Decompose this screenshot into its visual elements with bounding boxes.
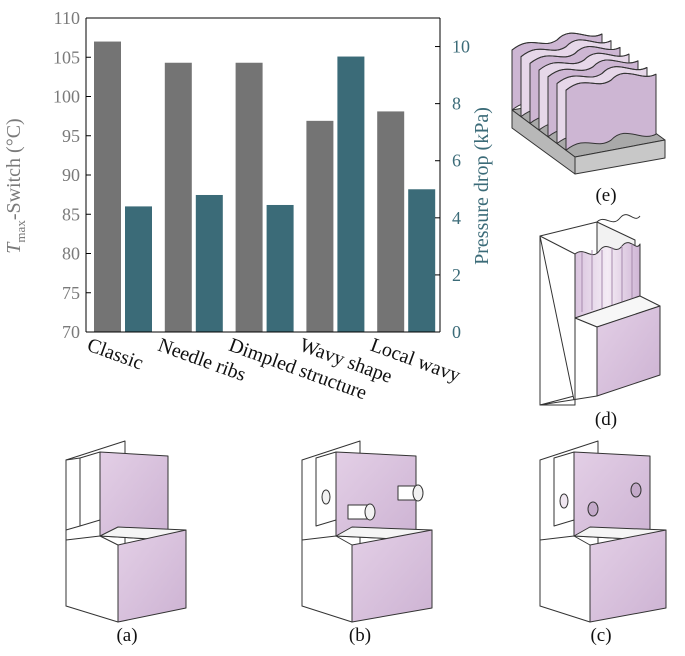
left-axis-title-main: T (3, 241, 25, 254)
bar-right-4 (408, 189, 436, 332)
right-tick-label-4: 8 (452, 94, 461, 114)
bar-left-3 (306, 120, 334, 333)
panel-label-b: (b) (349, 625, 371, 646)
bar-right-2 (266, 204, 294, 332)
bar-left-1 (164, 62, 192, 333)
wavy-fin-top-0 (511, 32, 603, 51)
bar-left-0 (94, 41, 121, 333)
illustration-c (539, 440, 667, 623)
panel-label-c: (c) (590, 625, 611, 646)
left-axis-title: Tmax-Switch (°C) (3, 118, 28, 253)
right-axis: 0 2 4 6 8 10 (435, 18, 470, 342)
left-axis-title-sub: max (13, 220, 28, 243)
bar-right-1 (195, 194, 223, 332)
right-tick-label-3: 6 (452, 151, 461, 171)
left-tick-label-6: 100 (53, 87, 80, 107)
panel-label-e: (e) (595, 185, 616, 206)
wavy-fin-top-4 (547, 59, 639, 78)
right-tick-label-5: 10 (452, 37, 470, 57)
right-axis-title: Pressure drop (kPa) (471, 107, 493, 265)
wavy-fin-top-2 (529, 46, 621, 64)
panel-label-a: (a) (116, 625, 137, 646)
left-axis: 70 75 80 85 90 95 100 105 110 (53, 8, 440, 342)
right-tick-label-1: 2 (452, 265, 461, 285)
panel-label-d: (d) (595, 409, 617, 430)
bar-left-2 (235, 62, 263, 333)
right-tick-label-0: 0 (452, 322, 461, 342)
left-axis-title-rest: -Switch (°C) (3, 118, 25, 220)
illustration-a (65, 440, 187, 623)
bar-chart: 70 75 80 85 90 95 100 105 110 0 2 4 6 8 10 Classic Nee… (3, 8, 493, 404)
left-tick-label-5: 95 (62, 126, 80, 146)
illustration-d (539, 214, 661, 406)
left-tick-label-3: 85 (62, 204, 80, 224)
left-tick-label-1: 75 (62, 283, 80, 303)
left-tick-label-7: 105 (53, 47, 80, 67)
left-tick-label-8: 110 (54, 8, 80, 28)
category-label-0: Classic (84, 334, 146, 374)
illustration-e (511, 32, 666, 175)
bars-group (94, 41, 436, 333)
illustration-b (301, 440, 433, 623)
wavy-fin-top-1 (520, 39, 612, 58)
wavy-fin-top-6 (565, 72, 657, 91)
left-tick-label-2: 80 (62, 244, 80, 264)
wavy-fin-top-5 (556, 66, 648, 84)
wavy-fin-top-3 (538, 52, 630, 71)
bar-right-3 (337, 56, 365, 332)
bar-right-0 (125, 206, 152, 332)
left-tick-label-4: 90 (62, 165, 80, 185)
right-tick-label-2: 4 (452, 208, 461, 228)
bar-left-4 (377, 111, 405, 332)
left-tick-label-0: 70 (62, 322, 80, 342)
